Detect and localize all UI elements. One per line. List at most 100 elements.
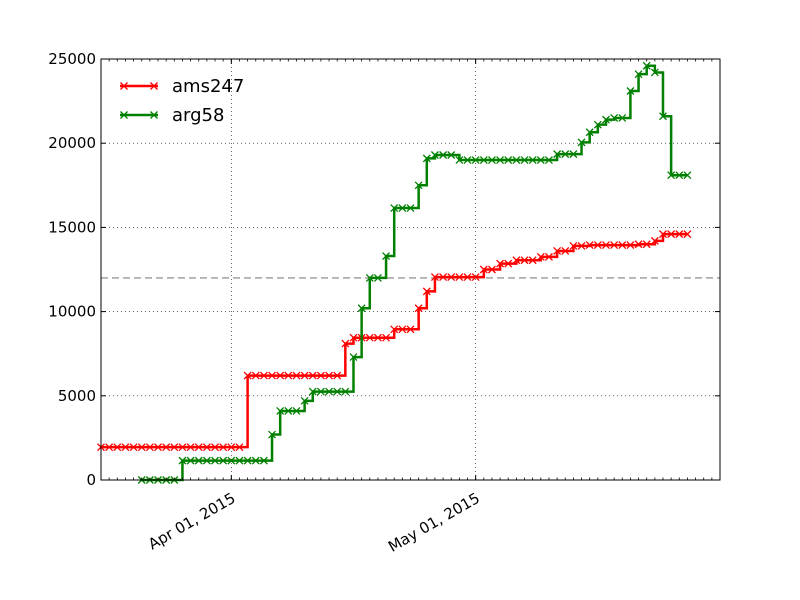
data-point-arg58 (512, 156, 521, 164)
data-point-arg58 (251, 456, 260, 465)
y-tick-label: 20000 (48, 134, 96, 152)
data-point-ams247 (276, 371, 285, 380)
data-point-ams247 (137, 443, 146, 452)
data-point-arg58 (414, 181, 423, 190)
data-point-arg58 (545, 156, 553, 164)
data-point-ams247 (398, 325, 407, 334)
data-point-ams247 (602, 241, 610, 250)
data-point-ams247 (300, 371, 309, 380)
data-point-ams247 (170, 443, 179, 452)
data-point-arg58 (292, 406, 301, 415)
legend-label: arg58 (172, 105, 224, 126)
data-point-ams247 (487, 265, 496, 274)
data-point-arg58 (504, 156, 513, 164)
data-point-arg58 (325, 387, 334, 396)
data-point-arg58 (341, 387, 350, 396)
data-point-arg58 (577, 138, 586, 147)
legend-marker (150, 82, 158, 90)
data-point-ams247 (479, 265, 488, 274)
data-point-ams247 (593, 241, 602, 250)
data-point-arg58 (675, 171, 684, 180)
data-point-ams247 (365, 333, 374, 342)
data-point-ams247 (496, 259, 505, 268)
data-point-ams247 (618, 241, 627, 250)
data-point-arg58 (634, 70, 643, 79)
data-point-arg58 (439, 151, 448, 159)
data-point-arg58 (357, 304, 366, 313)
data-point-ams247 (105, 443, 114, 452)
data-point-ams247 (439, 273, 448, 282)
data-point-arg58 (235, 456, 244, 465)
data-point-ams247 (528, 256, 537, 265)
data-point-ams247 (113, 443, 122, 452)
data-point-ams247 (178, 443, 187, 452)
data-point-ams247 (145, 443, 154, 452)
data-point-ams247 (406, 325, 415, 334)
data-point-ams247 (422, 287, 431, 296)
data-point-ams247 (382, 333, 391, 342)
data-point-ams247 (186, 443, 195, 452)
data-point-ams247 (154, 443, 162, 452)
data-point-ams247 (219, 443, 228, 452)
data-point-ams247 (577, 241, 586, 250)
data-point-arg58 (430, 151, 439, 159)
legend-marker (150, 111, 158, 119)
data-point-arg58 (276, 406, 285, 415)
data-point-ams247 (284, 371, 293, 380)
data-point-ams247 (569, 241, 578, 250)
data-point-ams247 (292, 371, 301, 380)
data-point-ams247 (316, 371, 325, 380)
data-point-ams247 (235, 443, 244, 452)
series-ams247 (97, 230, 692, 452)
data-point-arg58 (284, 406, 293, 415)
data-point-arg58 (406, 204, 415, 212)
data-point-arg58 (683, 171, 692, 180)
y-tick-label: 15000 (48, 218, 96, 236)
data-point-arg58 (528, 156, 537, 164)
data-point-arg58 (659, 112, 667, 121)
y-tick-label: 5000 (58, 387, 96, 405)
data-point-ams247 (536, 252, 545, 261)
data-point-ams247 (585, 241, 594, 250)
data-point-ams247 (414, 304, 423, 313)
data-point-ams247 (667, 230, 676, 239)
data-point-arg58 (422, 154, 431, 163)
data-point-ams247 (121, 443, 130, 452)
data-point-ams247 (471, 273, 480, 282)
series-layer (97, 61, 692, 484)
data-point-arg58 (194, 456, 203, 465)
data-point-arg58 (219, 456, 228, 465)
legend: ams247 arg58 (120, 76, 244, 126)
data-point-ams247 (308, 371, 317, 380)
legend-entry-arg58: arg58 (120, 105, 224, 126)
data-point-arg58 (610, 113, 619, 122)
data-point-arg58 (667, 171, 676, 180)
data-point-ams247 (659, 230, 667, 239)
data-point-ams247 (129, 443, 138, 452)
data-point-ams247 (545, 252, 553, 261)
data-point-arg58 (447, 151, 456, 159)
y-tick-label: 25000 (48, 50, 96, 68)
data-point-ams247 (259, 371, 268, 380)
data-point-arg58 (585, 128, 594, 137)
data-point-ams247 (227, 443, 236, 452)
data-point-arg58 (602, 115, 610, 124)
data-point-ams247 (463, 273, 472, 282)
data-point-arg58 (650, 68, 659, 77)
data-point-ams247 (610, 241, 619, 250)
data-point-arg58 (479, 156, 488, 164)
data-point-ams247 (162, 443, 171, 452)
data-point-arg58 (398, 204, 407, 212)
data-point-arg58 (227, 456, 236, 465)
data-point-arg58 (373, 273, 382, 282)
data-point-ams247 (504, 259, 513, 268)
data-point-ams247 (650, 236, 659, 245)
data-point-arg58 (569, 150, 578, 159)
data-point-ams247 (243, 371, 252, 380)
legend-label: ams247 (172, 76, 244, 97)
data-point-arg58 (382, 252, 391, 260)
series-arg58 (137, 61, 692, 484)
data-point-arg58 (496, 156, 505, 164)
